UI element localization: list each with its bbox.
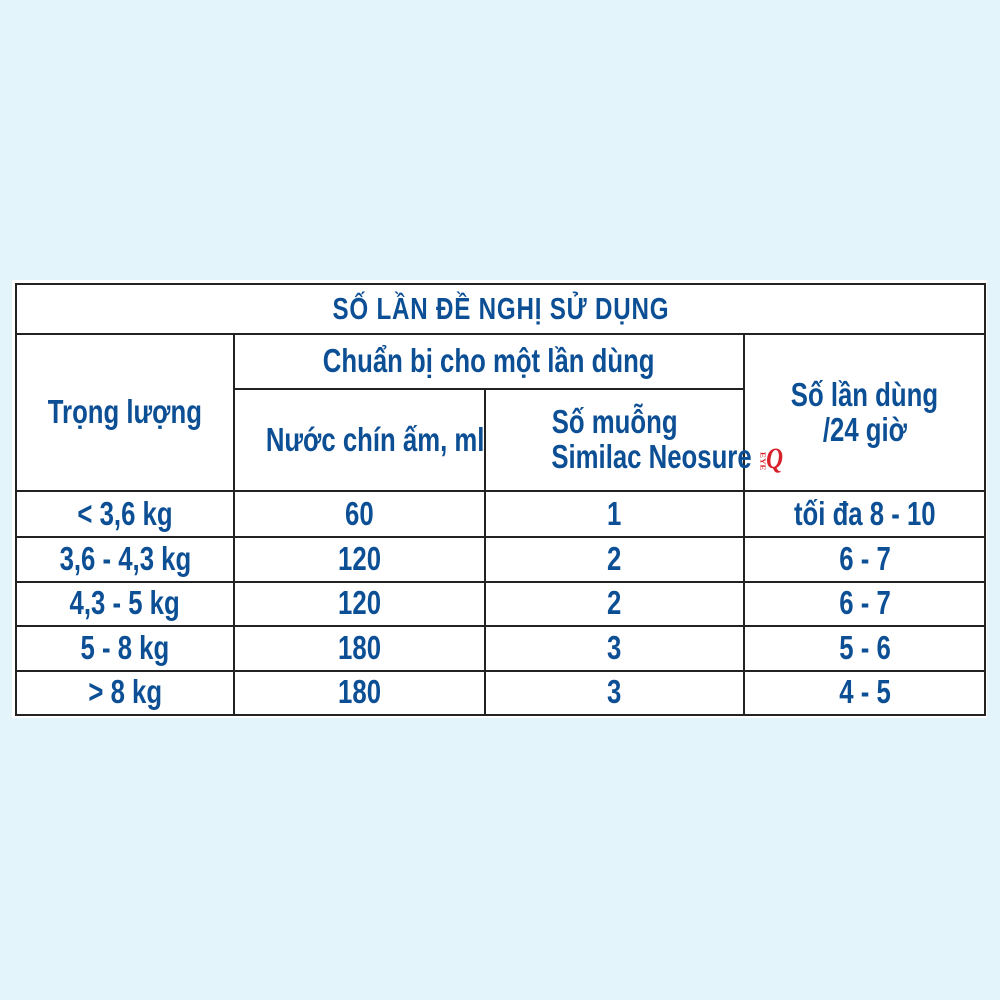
cell-scoops: 3 [484, 625, 745, 672]
cell-times: tối đa 8 - 10 [742, 490, 987, 538]
table-row: 4,3 - 5 kg 120 2 6 - 7 [15, 580, 987, 627]
header-scoops: Số muỗng Similac Neosure EYEQ [484, 388, 783, 492]
cell-times: 4 - 5 [742, 669, 987, 716]
table-row: > 8 kg 180 3 4 - 5 [15, 669, 987, 716]
cell-weight: > 8 kg [15, 669, 235, 716]
cell-weight: 5 - 8 kg [15, 625, 235, 672]
header-prep: Chuẩn bị cho một lần dùng [233, 333, 745, 390]
eyeq-logo: EYEQ [759, 442, 784, 475]
title-row: SỐ LẦN ĐỀ NGHỊ SỬ DỤNG [14, 283, 987, 335]
cell-times: 6 - 7 [742, 580, 987, 627]
cell-times: 5 - 6 [742, 625, 987, 672]
header-row-1: Trọng lượng Chuẩn bị cho một lần dùng Số… [15, 333, 987, 492]
usage-table: SỐ LẦN ĐỀ NGHỊ SỬ DỤNG Trọng lượng Chuẩn… [14, 283, 987, 716]
cell-scoops: 2 [484, 536, 745, 583]
cell-scoops: 3 [484, 669, 745, 716]
cell-water: 180 [233, 669, 486, 716]
header-row-2: Nước chín ấm, ml Số muỗng Similac Neosure… [16, 388, 985, 492]
cell-scoops: 2 [484, 580, 745, 627]
header-water: Nước chín ấm, ml [233, 388, 486, 492]
table-title: SỐ LẦN ĐỀ NGHỊ SỬ DỤNG [14, 283, 987, 335]
cell-water: 180 [233, 625, 486, 672]
cell-water: 120 [233, 536, 486, 583]
header-times: Số lần dùng/24 giờ [742, 333, 987, 492]
table-row: 5 - 8 kg 180 3 5 - 6 [15, 625, 987, 672]
header-weight: Trọng lượng [15, 333, 235, 492]
cell-weight: 3,6 - 4,3 kg [15, 536, 235, 583]
cell-scoops: 1 [484, 490, 745, 538]
cell-water: 60 [233, 490, 486, 538]
table-row: < 3,6 kg 60 1 tối đa 8 - 10 [15, 490, 987, 538]
cell-water: 120 [233, 580, 486, 627]
cell-times: 6 - 7 [742, 536, 987, 583]
table-row: 3,6 - 4,3 kg 120 2 6 - 7 [15, 536, 987, 583]
cell-weight: 4,3 - 5 kg [15, 580, 235, 627]
cell-weight: < 3,6 kg [15, 490, 235, 538]
